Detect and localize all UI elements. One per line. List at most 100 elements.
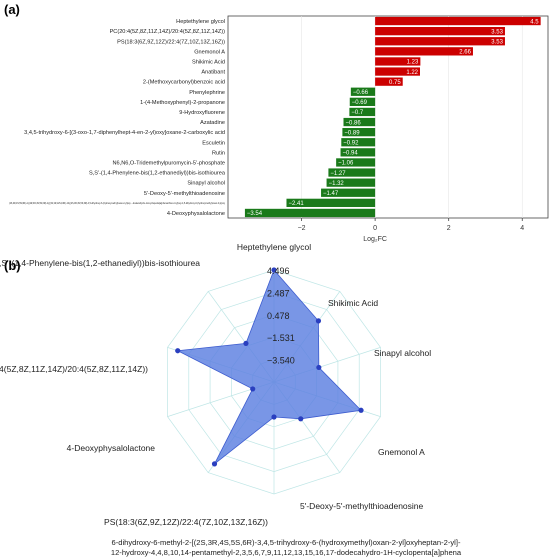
bar-value-label: 3.53 — [491, 39, 503, 45]
radar-tick-label: 0.478 — [267, 311, 290, 321]
bar-value-label: −0.89 — [344, 130, 360, 136]
radar-axis-label: 6-dihydroxy-6-methyl-2-[(2S,3R,4S,5S,6R)… — [111, 538, 462, 557]
bar — [341, 138, 376, 147]
radar-axis-label: Sinapyl alcohol — [374, 348, 431, 358]
bar-value-label: −3.54 — [247, 211, 263, 217]
bar-category-label: 4-Deoxyphysalolactone — [167, 211, 225, 217]
bar — [375, 67, 420, 76]
bar-plot-frame — [227, 15, 549, 219]
bar-value-label: 4.5 — [530, 19, 539, 25]
radar-chart: 4.496 2.487 0.478 −1.531 −3.540 Heptethylene… — [0, 242, 462, 557]
bar — [375, 16, 541, 26]
radar-axis-labels: Heptethylene glycol Shikimic Acid Sinapyl … — [0, 242, 462, 557]
radar-tick-label: −1.531 — [267, 333, 295, 343]
bar — [326, 178, 376, 187]
radar-point — [315, 318, 322, 324]
bar-value-label: −1.32 — [329, 181, 345, 187]
bar-value-label: −2.41 — [288, 201, 304, 207]
bar-category-label: (2S,3R,4S,5S,6R)-2-[(2R,3R,4S,5S,6R)-2-[… — [9, 201, 225, 205]
bar-x-tick-label: −2 — [298, 225, 306, 232]
radar-point — [250, 386, 256, 392]
radar-tick-label: 2.487 — [267, 288, 290, 298]
radar-point — [243, 340, 249, 347]
bar-category-label: N6,N6,O-Tridemethylpuromycin-5'-phosphat… — [113, 160, 225, 166]
bar-category-label: 3,4,5-trihydroxy-6-[(3-oxo-1,7-diphenylh… — [24, 130, 225, 136]
bar — [350, 87, 376, 96]
radar-point — [211, 461, 218, 467]
bar — [349, 97, 376, 106]
radar-axis-label-line: 12-hydroxy-4,4,8,10,14-pentamethyl-2,3,5… — [111, 548, 462, 557]
radar-axis-label-line: 6-dihydroxy-6-methyl-2-[(2S,3R,4S,5S,6R)… — [111, 538, 460, 547]
bar — [328, 168, 376, 177]
panel-label-b: (b) — [4, 258, 21, 273]
bar-category-label: Anatibant — [201, 70, 225, 76]
bar — [340, 148, 376, 157]
radar-tick-label: −3.540 — [267, 356, 295, 366]
radar-axis-label: Shikimic Acid — [328, 298, 378, 308]
bar-value-label: 1.23 — [407, 60, 419, 66]
bar-category-label: Sinapyl alcohol — [187, 181, 225, 187]
radar-tick-label: 4.496 — [267, 266, 290, 276]
bar — [375, 27, 505, 36]
bar-x-axis-label: Log₂FC — [363, 236, 387, 243]
bar-value-label: −0.66 — [353, 90, 369, 96]
radar-axis-label: Gnemonol A — [378, 447, 425, 457]
radar-point — [358, 407, 364, 413]
bar-value-label: −0.86 — [345, 120, 361, 126]
bar-category-label: Phenylephrine — [189, 90, 225, 96]
bar — [321, 188, 376, 197]
log2fc-bar-chart: −2 0 2 4 Log₂FC 4.5 Heptethylene glycol 3.53 P… — [9, 15, 549, 243]
bar — [286, 198, 376, 207]
radar-axis-label: Heptethylene glycol — [237, 242, 311, 252]
radar-point — [316, 364, 322, 371]
bar-category-label: Shikimic Acid — [192, 59, 225, 65]
bar-x-tick-label: 2 — [447, 225, 451, 232]
bar-value-label: −0.92 — [343, 140, 359, 146]
bar-value-label: −1.27 — [330, 171, 346, 177]
radar-point — [271, 414, 277, 420]
bar-category-label: Gnemonol A — [194, 49, 225, 55]
bar — [343, 117, 376, 127]
bar-value-label: −1.47 — [323, 191, 339, 197]
bar — [244, 208, 376, 218]
radar-tick-labels: 4.496 2.487 0.478 −1.531 −3.540 — [267, 266, 295, 366]
bar-value-label: −0.94 — [343, 151, 359, 157]
bar-category-label: Rutin — [212, 150, 225, 156]
bar-category-label: PS(18:3(6Z,9Z,12Z)/22:4(7Z,10Z,13Z,16Z)) — [117, 39, 225, 45]
bar-category-label: 1-(4-Methoxyphenyl)-2-propanone — [140, 100, 225, 106]
bar — [375, 37, 505, 46]
panel-label-a: (a) — [4, 2, 20, 17]
radar-axis-label: 5'-Deoxy-5'-methylthioadenosine — [300, 501, 424, 511]
bar-category-label: Azatadine — [200, 120, 225, 126]
bar-x-tick-label: 0 — [373, 225, 377, 232]
radar-axis-label: PC(20:4(5Z,8Z,11Z,14Z)/20:4(5Z,8Z,11Z,14… — [0, 364, 148, 374]
bar-value-label: −0.69 — [352, 100, 368, 106]
bar-marks: 4.5 Heptethylene glycol 3.53 PC(20:4(5Z,8Z,… — [9, 16, 541, 218]
radar-axis-label: S,S'-(1,4-Phenylene-bis(1,2-ethanediyl))… — [0, 258, 200, 268]
bar-category-label: Heptethylene glycol — [176, 19, 225, 25]
bar-category-label: S,S'-(1,4-Phenylene-bis(1,2-ethanediyl))… — [89, 171, 226, 177]
bar-x-tick-label: 4 — [520, 225, 524, 232]
radar-axis-label: PS(18:3(6Z,9Z,12Z)/22:4(7Z,10Z,13Z,16Z)) — [104, 517, 268, 527]
bar-value-label: 3.53 — [491, 29, 503, 35]
bar-value-label: −0.7 — [351, 110, 364, 116]
bar — [375, 77, 403, 86]
bar — [336, 158, 376, 167]
bar — [349, 107, 376, 117]
bar-value-label: −1.06 — [338, 161, 354, 167]
bar-category-label: 5'-Deoxy-5'-methylthioadenosine — [144, 191, 225, 197]
bar-category-label: 2-(Methoxycarbonyl)benzoic acid — [143, 80, 225, 86]
bar-category-label: Esculetin — [202, 140, 225, 146]
bar — [375, 47, 473, 56]
radar-axis-label: 4-Deoxyphysalolactone — [67, 443, 156, 453]
radar-point — [298, 416, 304, 422]
bar-value-label: 1.22 — [406, 70, 418, 76]
radar-point — [271, 267, 277, 273]
radar-shape — [175, 267, 364, 467]
bar — [375, 57, 421, 66]
bar-category-label: 9-Hydroxyfluorene — [179, 110, 225, 116]
bar-category-label: PC(20:4(5Z,8Z,11Z,14Z)/20:4(5Z,8Z,11Z,14… — [110, 29, 226, 35]
bar-value-label: 0.75 — [389, 80, 401, 86]
